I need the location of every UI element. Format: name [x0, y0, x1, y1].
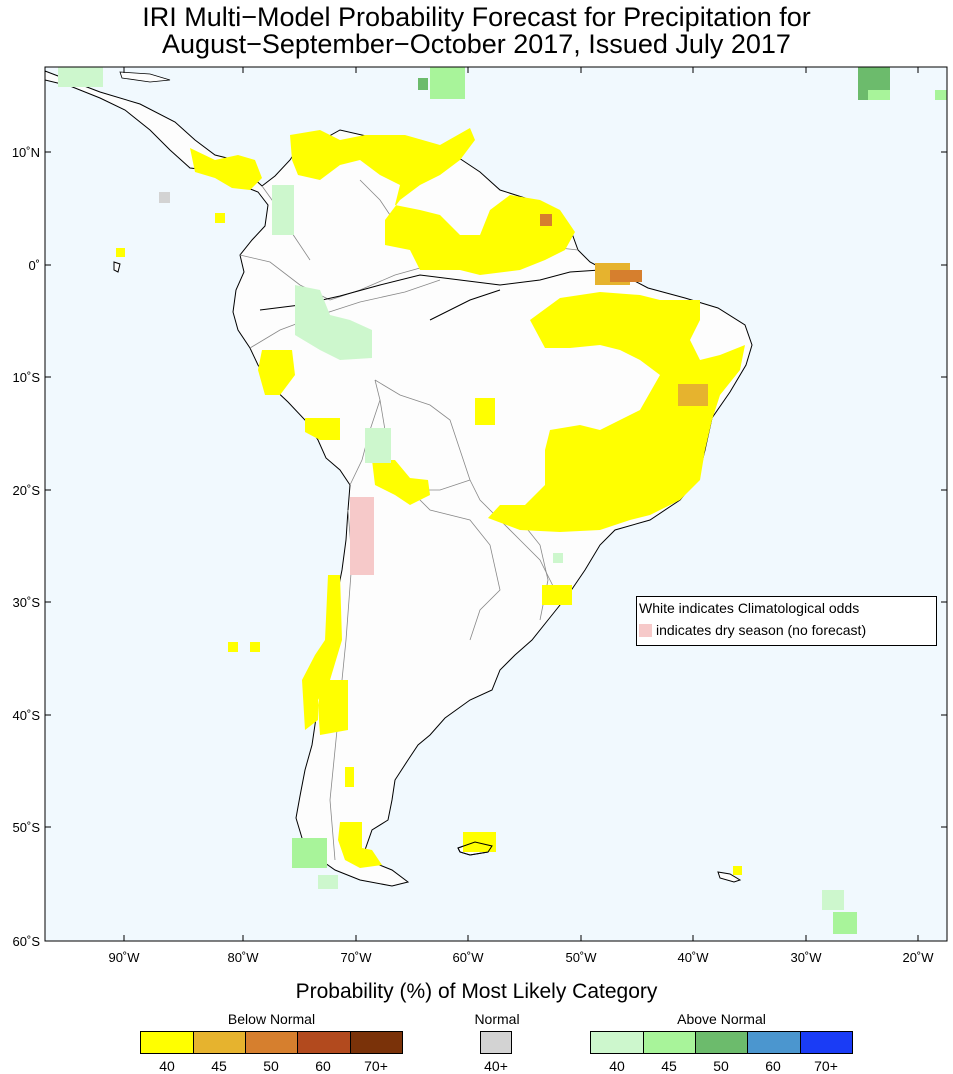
- colorbar-title: Probability (%) of Most Likely Category: [295, 980, 658, 1003]
- patch-normal-40: [159, 192, 170, 203]
- tick-below-45: 45: [211, 1058, 227, 1074]
- legend-dry-season-row: indicates dry season (no forecast): [639, 622, 866, 638]
- patch-below-40-small1: [228, 642, 238, 652]
- lon-label-20w: 20˚W: [902, 950, 934, 965]
- patch-below-40-small2: [250, 642, 260, 652]
- lat-label-30s: 30˚S: [13, 595, 41, 610]
- lat-label-20s: 20˚S: [13, 483, 41, 498]
- swatch-below-70: [350, 1031, 403, 1054]
- patch-below-40-small6: [345, 767, 354, 787]
- tick-above-40: 40: [609, 1058, 625, 1074]
- patch-below-40-patagonia: [318, 680, 348, 735]
- patch-dry-season: [350, 497, 374, 575]
- patch-below-40-central-america: [190, 148, 262, 190]
- patch-above-40-andes: [295, 285, 372, 360]
- tick-above-60: 60: [765, 1058, 781, 1074]
- lon-label-90w: 90˚W: [108, 950, 140, 965]
- legend-climatology-text: White indicates Climatological odds: [639, 600, 860, 616]
- swatch-above-40: [590, 1031, 644, 1054]
- patch-below-40-mato-grosso: [475, 398, 495, 425]
- lat-ticks: [45, 151, 947, 828]
- patch-below-45-b: [678, 384, 708, 406]
- patch-below-40-altiplano: [372, 460, 430, 505]
- map-frame: [44, 66, 948, 942]
- tick-above-50: 50: [713, 1058, 729, 1074]
- patch-above-40-caribbean: [58, 67, 103, 87]
- lon-label-80w: 80˚W: [227, 950, 259, 965]
- patch-above-50-carib: [418, 78, 428, 90]
- tick-normal-40: 40+: [484, 1058, 508, 1074]
- swatch-above-45: [643, 1031, 696, 1054]
- patch-below-40-north: [290, 128, 575, 275]
- lon-label-60w: 60˚W: [452, 950, 484, 965]
- legend-dry-season-text: indicates dry season (no forecast): [656, 622, 867, 638]
- lat-label-50s: 50˚S: [13, 820, 41, 835]
- tick-above-45: 45: [661, 1058, 677, 1074]
- patch-above-45-east: [935, 90, 947, 100]
- lat-label-0: 0˚: [28, 258, 40, 273]
- patch-below-40-small3: [215, 213, 225, 223]
- swatch-below-40: [140, 1031, 194, 1054]
- swatch-below-60: [297, 1031, 351, 1054]
- lat-label-40s: 40˚S: [13, 708, 41, 723]
- lon-label-30w: 30˚W: [790, 950, 822, 965]
- swatch-above-60: [747, 1031, 801, 1054]
- patch-below-50-a: [610, 270, 642, 282]
- lon-ticks: [123, 67, 919, 941]
- patch-below-40-brazil: [488, 292, 745, 532]
- patch-above-40-carib2: [430, 67, 465, 99]
- tick-above-70: 70+: [814, 1058, 838, 1074]
- tick-below-40: 40: [159, 1058, 175, 1074]
- swatch-above-50: [695, 1031, 748, 1054]
- swatch-normal-40: [480, 1031, 512, 1054]
- land-south-georgia: [717, 871, 742, 883]
- tick-below-70: 70+: [364, 1058, 388, 1074]
- map-legend: White indicates Climatological odds indi…: [636, 596, 937, 646]
- tick-below-50: 50: [263, 1058, 279, 1074]
- colorbar-normal-label: Normal: [474, 1011, 520, 1027]
- tick-below-60: 60: [315, 1058, 331, 1074]
- lon-label-70w: 70˚W: [340, 950, 372, 965]
- land-galapagos: [113, 261, 121, 273]
- patch-above-40-bolivia: [365, 428, 391, 463]
- swatch-below-45: [193, 1031, 246, 1054]
- swatch-below-50: [245, 1031, 298, 1054]
- patch-below-40-bolivia: [305, 418, 340, 440]
- lat-label-10s: 10˚S: [13, 370, 41, 385]
- patch-below-40-small5: [733, 866, 742, 875]
- patch-below-45-c: [540, 214, 552, 226]
- chart-title-line1: IRI Multi−Model Probability Forecast for…: [142, 2, 811, 32]
- land-caribbean: [119, 71, 171, 83]
- lon-label-40w: 40˚W: [677, 950, 709, 965]
- patch-above-40-south-atlantic: [822, 890, 844, 910]
- swatch-above-70: [800, 1031, 853, 1054]
- patch-above-40-patagonia: [292, 838, 327, 868]
- patch-below-40-small4: [116, 248, 125, 257]
- lat-label-10n: 10˚N: [12, 145, 40, 160]
- patch-above-45-atlantic: [868, 90, 890, 100]
- lon-label-50w: 50˚W: [565, 950, 597, 965]
- forecast-patches: [58, 67, 947, 934]
- patch-above-40-small: [553, 553, 563, 563]
- patch-above-45-south-atlantic: [833, 912, 857, 934]
- patch-below-40-peru: [258, 350, 295, 395]
- patch-above-40-tdf: [318, 875, 338, 889]
- patch-below-40-south: [338, 822, 382, 868]
- colorbar-above-label: Above Normal: [677, 1011, 766, 1027]
- patch-above-40-colombia: [272, 185, 294, 235]
- dry-season-swatch: [639, 624, 652, 637]
- lat-label-60s: 60˚S: [13, 934, 41, 949]
- patch-below-40-rioplata: [542, 585, 572, 605]
- chart-title-line2: August−September−October 2017, Issued Ju…: [162, 29, 791, 59]
- patch-below-40-falklands: [463, 832, 496, 852]
- patch-below-40-chile: [302, 575, 342, 730]
- colorbar-below-label: Below Normal: [227, 1011, 316, 1027]
